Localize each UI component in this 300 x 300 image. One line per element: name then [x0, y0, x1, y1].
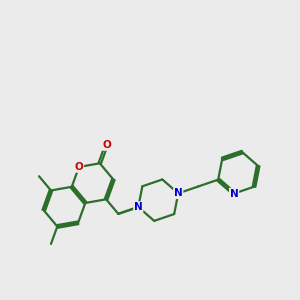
Text: N: N	[230, 188, 239, 199]
Text: N: N	[134, 202, 143, 212]
Text: O: O	[102, 140, 111, 150]
Text: N: N	[174, 188, 183, 198]
Text: O: O	[75, 162, 83, 172]
